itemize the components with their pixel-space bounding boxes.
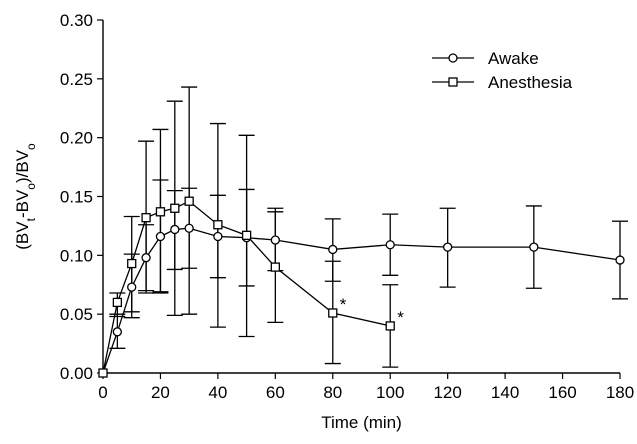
axes: 0.00 0.05 0.10 0.15 0.20 0.25 0.30 0 20 40 60 80 100… [60,11,634,402]
awake-point [155,231,166,242]
y-tick-label: 0.10 [60,246,93,265]
y-tick-label: 0.05 [60,305,93,324]
anesthesia-point [270,262,280,272]
anesthesia-point [155,207,166,217]
x-tick-label: 140 [491,383,519,402]
awake-point [328,244,338,255]
awake-point [141,253,151,263]
anesthesia-point [385,321,395,331]
y-axis-title: (BVt-BVo)/BVo [13,143,38,250]
x-tick-label: 80 [323,383,342,402]
awake-point [615,255,625,265]
anesthesia-point [184,196,194,206]
legend-anesthesia-label: Anesthesia [488,73,573,92]
awake-point [270,235,280,245]
legend-awake-marker [448,53,458,63]
awake-point [213,231,223,242]
series-markers [98,196,625,378]
anesthesia-point [112,297,123,308]
legend-anesthesia-marker [448,77,458,87]
significance-marker: * [397,308,404,327]
x-tick-label: 120 [433,383,461,402]
awake-point [184,223,194,233]
anesthesia-point [141,213,151,223]
anesthesia-point [127,258,137,269]
awake-point [385,240,395,250]
x-tick-label: 180 [606,383,634,402]
awake-point [443,242,453,252]
x-tick-label: 20 [151,383,170,402]
y-tick-label: 0.20 [60,129,93,148]
anesthesia-point [98,368,108,378]
y-tick-label: 0.15 [60,188,93,207]
awake-point [127,282,137,292]
x-tick-label: 40 [208,383,227,402]
anesthesia-series-line [102,200,391,374]
y-tick-label: 0.30 [60,11,93,30]
awake-point [170,224,180,235]
y-tick-label: 0.25 [60,70,93,89]
anesthesia-point [328,308,338,318]
anesthesia-point [213,220,223,230]
significance-marker: * [340,295,347,314]
annotations: ** [340,295,404,327]
awake-series-line [102,227,621,374]
anesthesia-point [241,230,252,240]
awake-point [529,242,539,252]
x-tick-label: 60 [266,383,285,402]
x-tick-label: 160 [548,383,576,402]
legend: Awake Anesthesia [432,49,573,92]
series-lines [102,200,621,374]
x-tick-label: 100 [376,383,404,402]
legend-awake-label: Awake [488,49,539,68]
y-tick-label: 0.00 [60,364,93,383]
awake-point [112,327,123,337]
x-axis-title: Time (min) [321,413,402,432]
anesthesia-point [170,203,180,213]
x-tick-label: 0 [98,383,107,402]
